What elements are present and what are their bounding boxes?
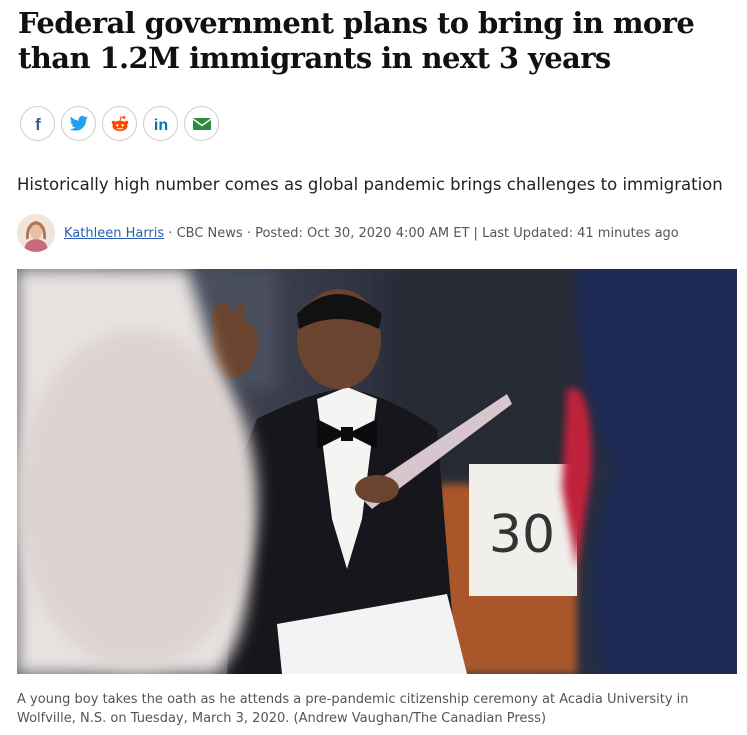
subheadline: Historically high number comes as global… xyxy=(17,175,723,194)
linkedin-icon: in xyxy=(151,115,171,133)
posted-date: Posted: Oct 30, 2020 4:00 AM ET xyxy=(255,225,470,241)
byline-meta: Kathleen Harris · CBC News · Posted: Oct… xyxy=(64,226,679,241)
author-link[interactable]: Kathleen Harris xyxy=(64,225,165,241)
photo-caption: A young boy takes the oath as he attends… xyxy=(17,692,689,726)
share-reddit-button[interactable] xyxy=(102,106,137,141)
share-bar: f in xyxy=(20,106,219,141)
headline: Federal government plans to bring in mor… xyxy=(18,6,695,75)
svg-text:f: f xyxy=(35,115,41,133)
seat-placard-number: 30 xyxy=(489,505,555,565)
reddit-icon xyxy=(110,115,130,133)
byline: Kathleen Harris · CBC News · Posted: Oct… xyxy=(17,213,679,253)
article-photo[interactable]: 30 xyxy=(17,269,737,674)
byline-separator-2: · xyxy=(242,225,256,241)
byline-divider: | xyxy=(469,225,483,241)
news-source: CBC News xyxy=(176,225,243,241)
email-icon xyxy=(192,116,212,132)
author-avatar[interactable] xyxy=(17,214,55,252)
share-email-button[interactable] xyxy=(184,106,219,141)
svg-text:in: in xyxy=(153,117,167,133)
updated-time: Last Updated: 41 minutes ago xyxy=(482,225,679,241)
share-linkedin-button[interactable]: in xyxy=(143,106,178,141)
share-twitter-button[interactable] xyxy=(61,106,96,141)
byline-separator: · xyxy=(164,225,177,241)
facebook-icon: f xyxy=(29,115,47,133)
twitter-icon xyxy=(69,115,89,133)
share-facebook-button[interactable]: f xyxy=(20,106,55,141)
